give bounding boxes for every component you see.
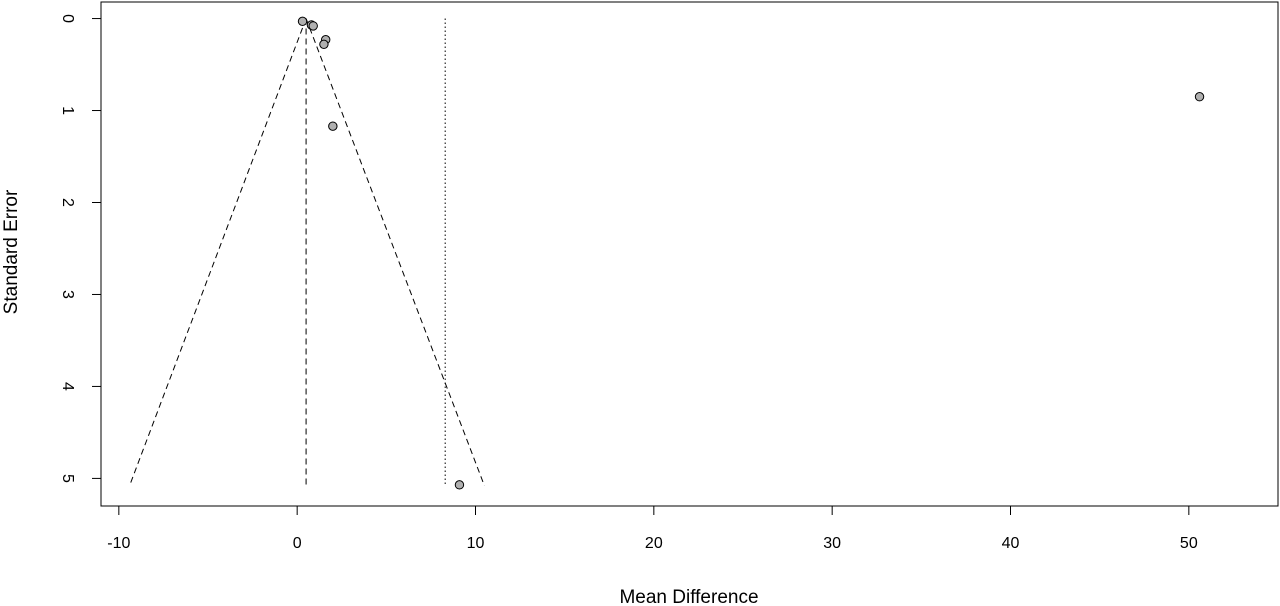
y-tick-label: 3	[59, 290, 76, 299]
data-point	[308, 21, 318, 31]
data-point	[1194, 92, 1205, 102]
y-tick-label: 4	[59, 382, 76, 391]
y-axis-title: Standard Error	[1, 189, 22, 314]
x-tick-label: 10	[467, 535, 485, 552]
x-tick-label: 50	[1180, 535, 1198, 552]
plot-area-border	[100, 1, 1279, 507]
y-tick-label: 2	[59, 198, 76, 207]
x-tick-label: 30	[823, 535, 841, 552]
x-tick-label: 20	[645, 535, 663, 552]
y-tick-label: 5	[59, 474, 76, 483]
data-point	[454, 480, 465, 490]
x-tick-label: 40	[1002, 535, 1020, 552]
reference-lines	[129, 18, 485, 486]
funnel-line	[129, 18, 307, 486]
x-tick-label: 0	[293, 535, 302, 552]
x-axis: -10 0 10 20 30 40 50	[107, 505, 1198, 552]
x-axis-title: Mean Difference	[619, 587, 758, 606]
y-tick-label: 1	[59, 106, 76, 115]
data-point	[328, 121, 338, 131]
funnel-line	[305, 18, 485, 486]
data-points	[297, 16, 1205, 490]
y-tick-label: 0	[59, 14, 76, 23]
data-point	[297, 16, 308, 27]
x-tick-label: -10	[107, 535, 130, 552]
data-point	[319, 39, 329, 50]
y-axis: 0 1 2 3 4 5	[59, 14, 102, 483]
